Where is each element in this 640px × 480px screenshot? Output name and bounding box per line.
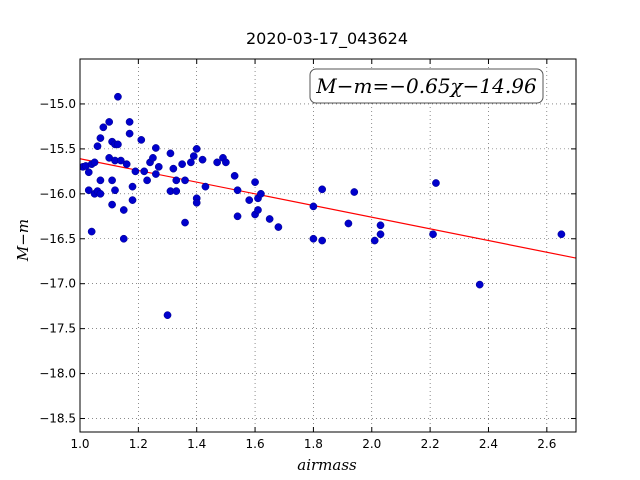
y-tick-label: −15.0 xyxy=(39,97,76,111)
data-point xyxy=(254,206,262,214)
data-point xyxy=(376,230,385,239)
data-point xyxy=(318,185,327,194)
data-point xyxy=(125,118,134,126)
data-point xyxy=(198,155,207,164)
y-tick-label: −16.5 xyxy=(39,232,76,246)
data-point xyxy=(154,163,163,171)
data-point xyxy=(181,176,189,185)
data-point xyxy=(432,179,440,187)
axes-frame xyxy=(79,58,577,433)
data-point xyxy=(108,176,116,185)
data-point xyxy=(251,178,259,186)
data-point xyxy=(119,234,128,243)
data-point xyxy=(201,182,210,191)
data-point xyxy=(93,142,102,151)
data-point xyxy=(114,92,122,101)
data-point xyxy=(181,218,189,227)
x-tick-label: 2.4 xyxy=(479,437,498,451)
data-point xyxy=(119,206,128,214)
data-point xyxy=(370,236,379,245)
data-point xyxy=(96,134,105,142)
data-point xyxy=(475,280,484,289)
data-point xyxy=(114,140,122,149)
data-point xyxy=(128,182,137,191)
data-point xyxy=(309,234,318,243)
y-tick-label: −17.5 xyxy=(39,322,76,336)
y-tick-label: −18.0 xyxy=(39,367,76,381)
data-point xyxy=(233,212,242,221)
y-tick-label: −15.5 xyxy=(39,142,76,156)
data-point xyxy=(96,189,105,198)
data-point xyxy=(96,176,105,185)
x-tick-label: 1.2 xyxy=(129,437,148,451)
data-point xyxy=(178,160,186,169)
data-point xyxy=(230,171,239,180)
data-point xyxy=(350,188,359,196)
x-tick-label: 2.2 xyxy=(421,437,440,451)
data-point xyxy=(192,198,201,207)
data-point xyxy=(172,176,181,185)
data-point xyxy=(99,123,108,132)
data-point xyxy=(108,200,116,209)
data-point xyxy=(122,160,131,169)
data-point xyxy=(84,186,93,195)
data-point xyxy=(125,129,134,138)
data-point xyxy=(274,223,283,231)
data-point xyxy=(189,152,198,160)
data-point xyxy=(105,118,114,126)
data-point xyxy=(172,187,181,195)
data-point xyxy=(213,158,221,167)
data-point xyxy=(166,149,175,158)
data-point xyxy=(169,164,178,173)
x-tick-label: 1.4 xyxy=(187,437,206,451)
fit-line xyxy=(80,158,576,259)
data-point xyxy=(318,236,327,245)
data-point xyxy=(137,136,146,144)
data-point xyxy=(309,202,318,211)
data-point xyxy=(87,227,96,236)
data-point xyxy=(265,215,274,223)
x-axis-label: airmass xyxy=(297,456,357,474)
data-point xyxy=(152,170,160,178)
equation-annotation: M−m=−0.65χ−14.96 xyxy=(315,74,537,98)
y-axis-label: M−m xyxy=(14,219,32,262)
x-tick-label: 2.0 xyxy=(362,437,381,451)
data-point xyxy=(149,154,157,162)
x-tick-label: 2.6 xyxy=(537,437,556,451)
data-point xyxy=(152,144,160,152)
data-point xyxy=(128,196,137,204)
y-tick-label: −17.0 xyxy=(39,277,76,291)
y-tick-label: −18.5 xyxy=(39,412,76,426)
y-tick-label: −16.0 xyxy=(39,187,76,201)
data-point xyxy=(376,221,385,230)
data-point xyxy=(233,186,242,195)
data-point xyxy=(245,196,254,204)
data-point xyxy=(111,186,119,195)
data-point xyxy=(429,230,437,239)
data-point xyxy=(131,167,140,176)
data-point xyxy=(257,189,265,198)
plot-area: 1.0 1.2 1.4 1.6 1.8 2.0 2.2 2.4 2.6 −15.0 −15.5 −16… xyxy=(39,58,577,451)
x-tick-label: 1.6 xyxy=(246,437,265,451)
data-point xyxy=(163,311,172,320)
x-tick-label: 1.0 xyxy=(70,437,89,451)
x-tick-label: 1.8 xyxy=(304,437,323,451)
data-point xyxy=(344,219,353,228)
data-point xyxy=(222,158,230,167)
data-point xyxy=(143,176,151,185)
data-point xyxy=(116,156,125,165)
equation-box xyxy=(309,68,544,104)
data-point xyxy=(90,158,99,167)
data-point xyxy=(187,158,195,167)
data-point xyxy=(192,145,201,153)
data-point xyxy=(84,168,93,177)
chart-title: 2020-03-17_043624 xyxy=(246,29,408,49)
data-point xyxy=(140,167,149,176)
data-point xyxy=(557,230,566,239)
